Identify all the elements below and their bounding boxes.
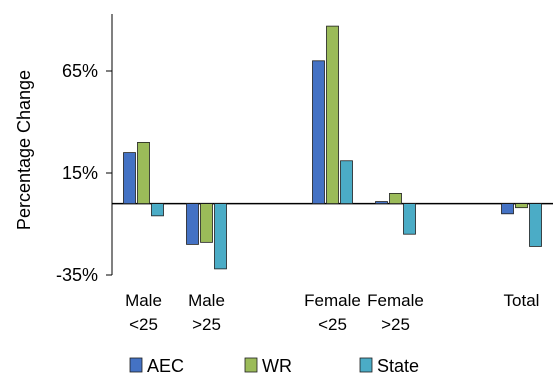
category-label: Total	[504, 291, 540, 310]
bar-wr	[389, 192, 402, 204]
legend-label-aec: AEC	[147, 356, 184, 376]
bar-aec	[186, 203, 199, 245]
legend-swatch-state	[359, 357, 373, 373]
bar-state	[340, 160, 353, 204]
legend-swatch-aec	[129, 357, 143, 373]
y-axis-title: Percentage Change	[14, 70, 34, 230]
category-labels: Male <25 Male >25 Female <25 Female >25 Total	[125, 291, 539, 334]
bar-wr	[515, 203, 528, 209]
bar-aec	[501, 203, 514, 215]
bar-state	[529, 203, 542, 247]
bar-wr	[200, 203, 213, 243]
category-label: Female	[304, 291, 361, 310]
bar-aec	[123, 152, 136, 205]
category-label: Male	[125, 291, 162, 310]
bar-wr	[326, 25, 339, 204]
bar-wr	[137, 141, 150, 204]
legend-swatch-wr	[244, 357, 258, 373]
bar-state	[214, 203, 227, 270]
bar-state	[151, 203, 164, 217]
category-label: Male	[188, 291, 225, 310]
y-tick-label: 15%	[62, 163, 98, 183]
y-tick-label: -35%	[56, 265, 98, 285]
y-tick-label: 65%	[62, 61, 98, 81]
legend-label-state: State	[377, 356, 419, 376]
legend-label-wr: WR	[262, 356, 292, 376]
category-label: <25	[318, 315, 347, 334]
bar-aec	[375, 201, 388, 204]
legend: AEC WR State	[129, 356, 419, 376]
category-label: Female	[367, 291, 424, 310]
bar-state	[403, 203, 416, 235]
category-label: <25	[129, 315, 158, 334]
category-label: >25	[381, 315, 410, 334]
bar-aec	[312, 60, 325, 205]
y-axis-ticks: 65% 15% -35%	[56, 61, 112, 285]
bars-group	[123, 25, 542, 270]
category-label: >25	[192, 315, 221, 334]
